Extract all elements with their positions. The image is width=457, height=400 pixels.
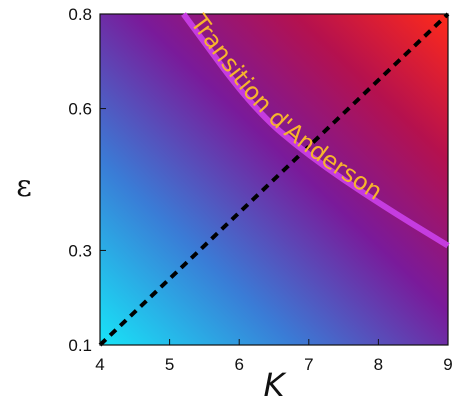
y-tick-label: 0.8 <box>68 5 92 24</box>
x-tick-label: 5 <box>165 355 174 374</box>
y-tick-label: 0.6 <box>68 100 92 119</box>
x-tick-label: 6 <box>234 355 243 374</box>
x-tick-label: 8 <box>374 355 383 374</box>
y-tick-label: 0.1 <box>68 336 92 355</box>
dashed-diagonal-line <box>98 12 450 347</box>
x-tick-label: 7 <box>304 355 313 374</box>
x-tick-label: 9 <box>443 355 452 374</box>
anderson-transition-curve <box>181 12 450 249</box>
x-tick-label: 4 <box>95 355 104 374</box>
series-lines <box>98 12 450 347</box>
axis-ticks: 4 5 6 7 8 9 0.1 0.3 0.6 0.8 <box>68 5 452 374</box>
y-tick-label: 0.3 <box>68 241 92 260</box>
y-axis-label: ε <box>16 169 32 204</box>
x-axis-label: K <box>264 366 288 400</box>
